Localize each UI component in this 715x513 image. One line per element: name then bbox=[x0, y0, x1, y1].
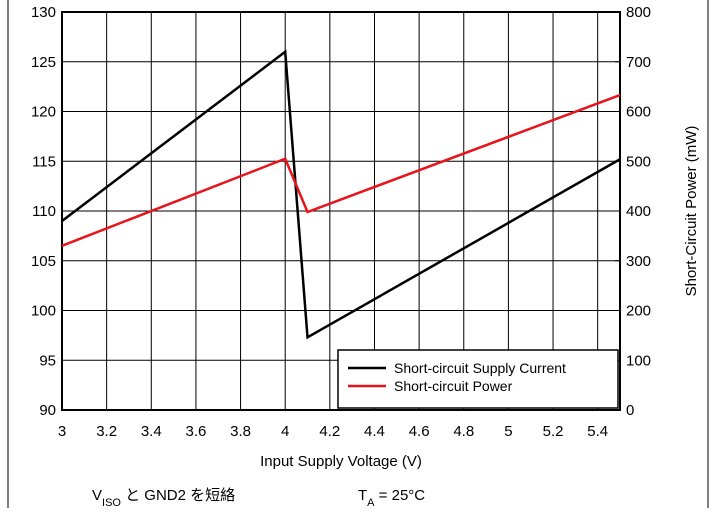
annotation-subscript: A bbox=[367, 497, 375, 508]
y2-tick-label: 0 bbox=[626, 402, 634, 419]
annotation: VISO と GND2 を短絡 bbox=[92, 487, 235, 508]
y2-tick-label: 500 bbox=[626, 153, 651, 170]
x-tick-label: 4.6 bbox=[409, 423, 430, 440]
x-tick-label: 3.8 bbox=[230, 423, 251, 440]
x-tick-label: 3.4 bbox=[141, 423, 162, 440]
x-tick-label: 3.6 bbox=[185, 423, 206, 440]
y2-tick-label: 300 bbox=[626, 253, 651, 270]
y2-tick-label: 800 bbox=[626, 4, 651, 21]
annotation-text: V bbox=[92, 487, 102, 504]
y2-tick-label: 600 bbox=[626, 104, 651, 121]
x-tick-label: 4 bbox=[281, 423, 289, 440]
y2-tick-label: 100 bbox=[626, 352, 651, 369]
x-tick-label: 4.2 bbox=[319, 423, 340, 440]
x-tick-label: 4.8 bbox=[453, 423, 474, 440]
y-tick-label: 120 bbox=[31, 104, 56, 121]
legend-box bbox=[337, 349, 619, 409]
annotation-subscript: ISO bbox=[102, 497, 121, 508]
y-tick-label: 90 bbox=[39, 402, 56, 419]
y2-axis-label: Short-Circuit Power (mW) bbox=[683, 126, 700, 297]
legend-label: Short-circuit Supply Current bbox=[394, 360, 566, 376]
y-tick-label: 130 bbox=[31, 4, 56, 21]
x-tick-label: 5.2 bbox=[543, 423, 564, 440]
x-tick-label: 5 bbox=[504, 423, 512, 440]
y-tick-label: 115 bbox=[32, 153, 56, 170]
y-tick-label: 100 bbox=[31, 303, 56, 320]
y2-tick-label: 200 bbox=[626, 303, 651, 320]
y2-tick-label: 400 bbox=[626, 203, 651, 220]
x-tick-label: 5.4 bbox=[587, 423, 608, 440]
legend-label: Short-circuit Power bbox=[394, 378, 513, 394]
annotation: TA = 25°C bbox=[358, 487, 425, 508]
y-tick-label: 110 bbox=[32, 203, 56, 220]
plot-border bbox=[61, 11, 621, 411]
y2-tick-label: 700 bbox=[626, 54, 651, 71]
annotation-text: T bbox=[358, 487, 367, 504]
x-tick-label: 3.2 bbox=[96, 423, 117, 440]
series-line bbox=[61, 49, 621, 340]
annotation-text: と GND2 を短絡 bbox=[121, 487, 235, 504]
y-tick-label: 105 bbox=[31, 253, 56, 270]
x-tick-label: 3 bbox=[58, 423, 66, 440]
x-axis-label: Input Supply Voltage (V) bbox=[260, 453, 422, 470]
x-tick-label: 4.4 bbox=[364, 423, 385, 440]
series-line bbox=[61, 93, 621, 247]
annotation-text: = 25°C bbox=[375, 487, 426, 504]
y-tick-label: 125 bbox=[31, 54, 56, 71]
y-tick-label: 95 bbox=[39, 352, 56, 369]
